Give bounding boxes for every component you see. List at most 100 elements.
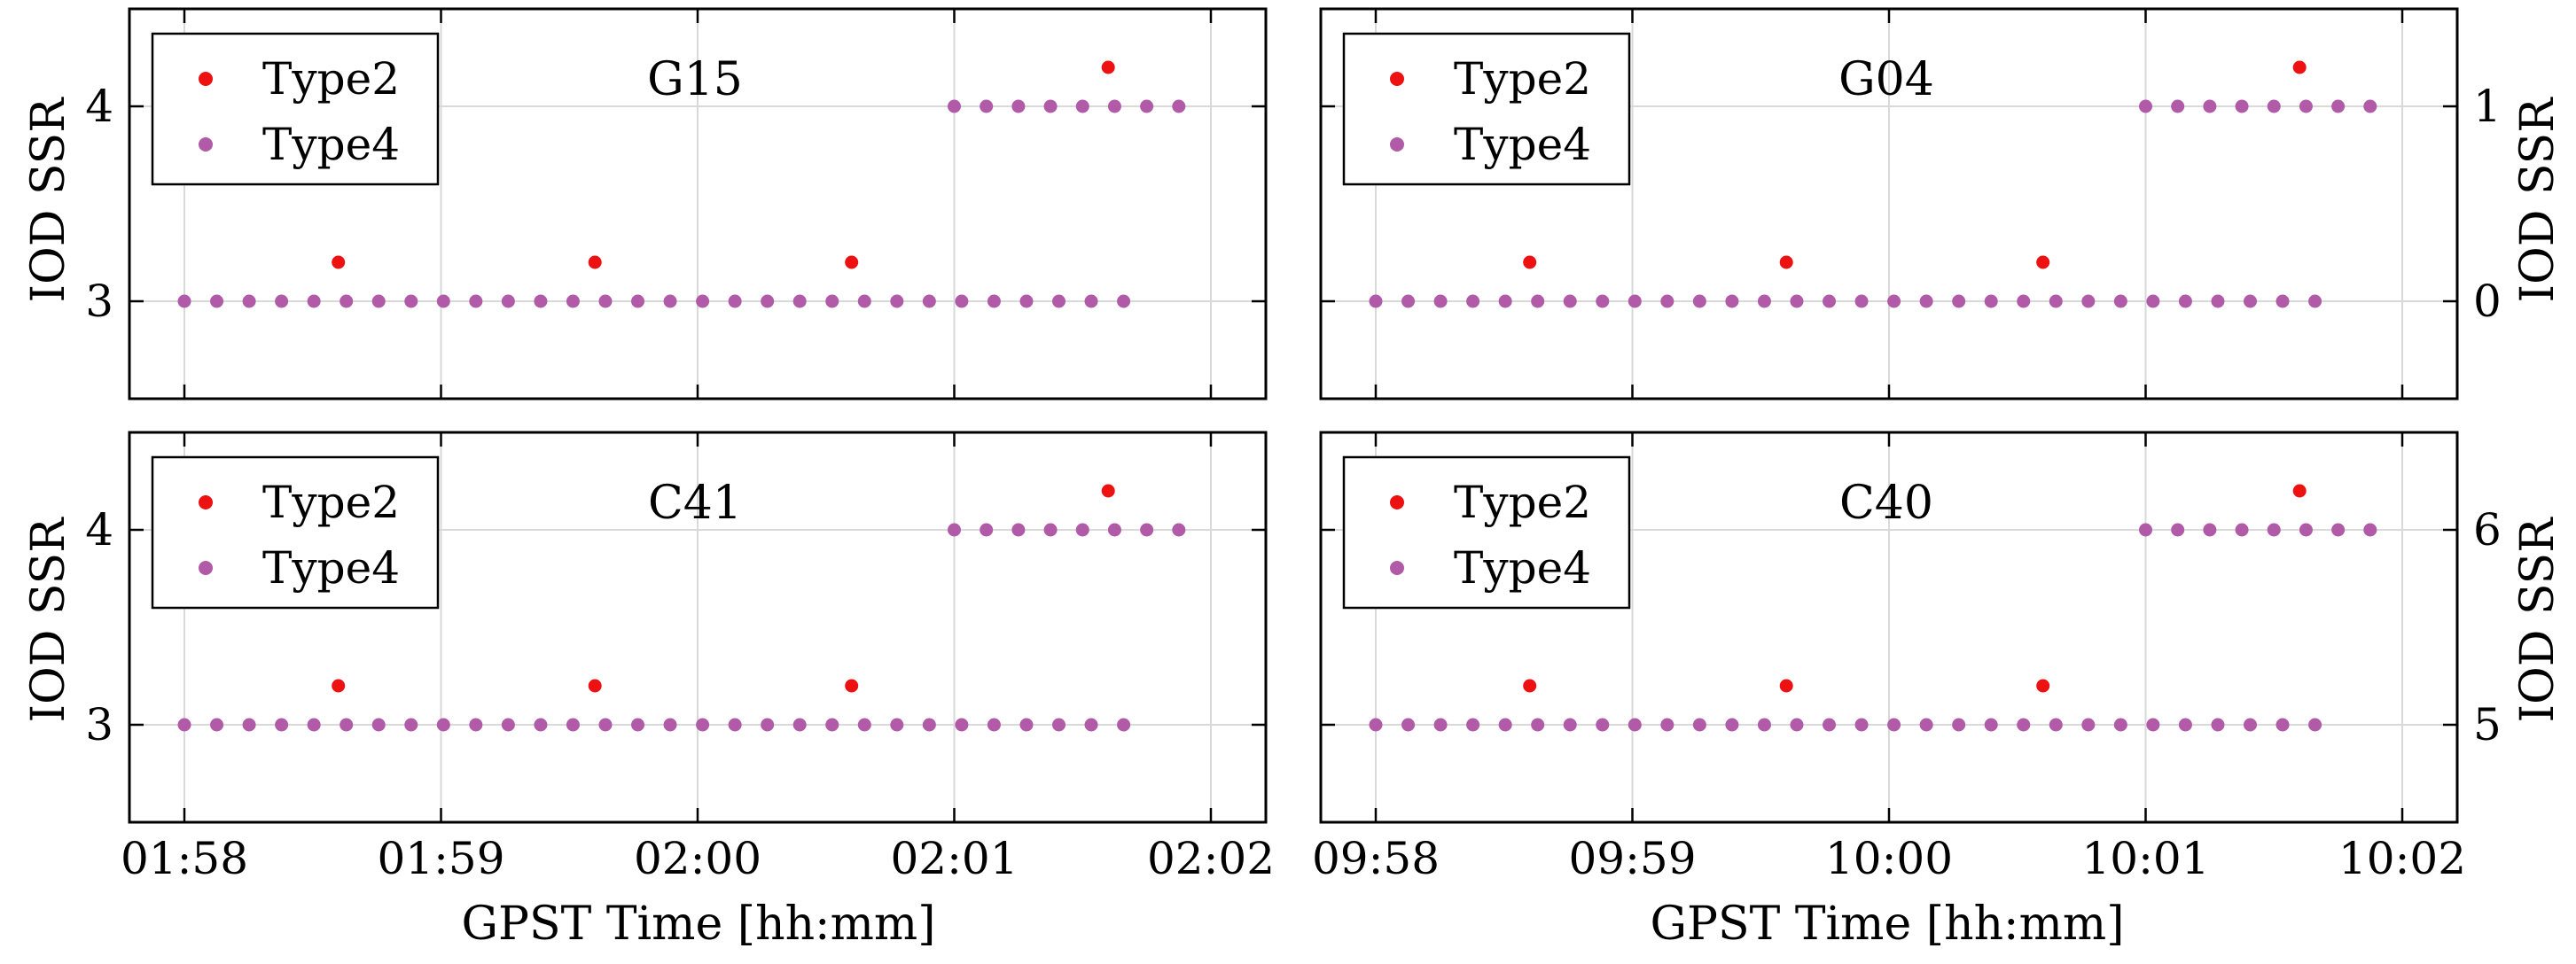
type4-point: [598, 294, 613, 308]
type4-point: [825, 718, 839, 732]
legend-marker: [1390, 561, 1404, 575]
x-tick-label: 01:58: [121, 833, 248, 884]
type4-point: [2331, 99, 2346, 113]
type4-point: [2235, 99, 2249, 113]
legend: Type2 Type4: [1342, 32, 1631, 186]
type2-point: [1523, 679, 1537, 693]
type4-point: [371, 718, 386, 732]
y-tick-label: 5: [2473, 699, 2502, 750]
plot-frame: [128, 431, 1268, 824]
type4-point: [663, 718, 677, 732]
type4-point: [1628, 294, 1642, 308]
type4-point: [534, 294, 548, 308]
legend-frame: [151, 455, 440, 610]
panel-g04: G04 0 1 Type2 Type4: [1319, 7, 2502, 400]
legend-label: Type2: [1454, 53, 1591, 105]
type4-point: [2267, 99, 2281, 113]
type4-point: [501, 294, 515, 308]
xlabel-right: GPST Time [hh:mm]: [1651, 898, 2125, 951]
type4-point: [1757, 294, 1771, 308]
type4-point: [2146, 294, 2160, 308]
legend-marker: [1390, 137, 1404, 152]
legend-label: Type2: [262, 477, 400, 528]
legend-label: Type2: [262, 53, 400, 105]
type4-point: [404, 294, 418, 308]
type4-point: [761, 294, 775, 308]
type4-point: [1498, 294, 1512, 308]
legend: Type2 Type4: [151, 455, 440, 610]
type4-point: [792, 718, 807, 732]
type4-point: [955, 718, 969, 732]
panel-title: G15: [647, 53, 743, 106]
type4-point: [1043, 99, 1058, 113]
x-tick-label: 02:00: [634, 833, 761, 884]
type4-point: [307, 294, 321, 308]
type4-point: [2267, 523, 2281, 537]
type4-point: [922, 294, 936, 308]
type4-point: [1172, 99, 1186, 113]
type4-point: [566, 718, 580, 732]
legend-label: Type2: [1454, 477, 1591, 528]
type4-point: [2113, 718, 2127, 732]
type4-point: [792, 294, 807, 308]
type4-point: [1140, 99, 1154, 113]
type4-point: [1790, 294, 1804, 308]
x-tick-label: 09:58: [1312, 833, 1440, 884]
type4-point: [2113, 294, 2127, 308]
panel-c41: C41 3 4 01:58 01:59 02:00 02:01 02:02 Type2 Type4: [85, 431, 1275, 884]
legend-label: Type4: [1454, 119, 1591, 170]
type2-point: [1779, 255, 1793, 269]
type4-point: [2363, 99, 2377, 113]
type4-point: [2308, 294, 2322, 308]
x-tick-label: 10:01: [2081, 833, 2209, 884]
ylabel-right-top: IOD SSR: [2511, 97, 2564, 303]
type4-point: [2299, 99, 2313, 113]
legend-label: Type4: [1454, 542, 1591, 594]
type4-point: [275, 718, 289, 732]
type4-point: [1919, 718, 1933, 732]
type4-point: [1952, 294, 1966, 308]
type4-point: [631, 718, 645, 732]
type4-point: [2178, 718, 2192, 732]
type4-point: [1019, 294, 1034, 308]
type4-point: [1628, 718, 1642, 732]
legend-label: Type4: [262, 119, 400, 170]
type2-point: [1101, 60, 1115, 74]
type4-point: [728, 294, 742, 308]
type4-point: [1051, 294, 1066, 308]
type4-point: [1531, 294, 1545, 308]
type4-point: [631, 294, 645, 308]
panel-title: G04: [1838, 53, 1934, 106]
type4-point: [275, 294, 289, 308]
type2-point: [588, 679, 602, 693]
panel-g15: G15 3 4 Type2 Type4: [85, 7, 1268, 400]
type4-point: [890, 718, 904, 732]
ylabel-right-bottom: IOD SSR: [2511, 517, 2564, 723]
type2-point: [2292, 60, 2307, 74]
type4-point: [948, 523, 961, 537]
type4-point: [1369, 718, 1383, 732]
xlabel-left: GPST Time [hh:mm]: [462, 898, 936, 951]
type4-point: [307, 718, 321, 732]
type2-point: [2292, 484, 2307, 498]
type4-point: [2308, 718, 2322, 732]
plot-frame: [1319, 7, 2459, 400]
type4-point: [469, 718, 483, 732]
legend-marker: [199, 137, 213, 152]
type4-point: [955, 294, 969, 308]
panel-title: C41: [648, 477, 742, 530]
type4-point: [1172, 523, 1186, 537]
type4-point: [1107, 99, 1121, 113]
type4-point: [1596, 294, 1610, 308]
type4-point: [566, 294, 580, 308]
type4-point: [1051, 718, 1066, 732]
x-tick-label: 10:00: [1825, 833, 1953, 884]
type4-point: [436, 294, 450, 308]
x-tick-label: 01:59: [377, 833, 504, 884]
ylabel-left-top: IOD SSR: [22, 97, 75, 303]
legend-label: Type4: [262, 542, 400, 594]
type4-point: [857, 718, 871, 732]
type4-point: [2203, 523, 2217, 537]
type4-point: [2178, 294, 2192, 308]
